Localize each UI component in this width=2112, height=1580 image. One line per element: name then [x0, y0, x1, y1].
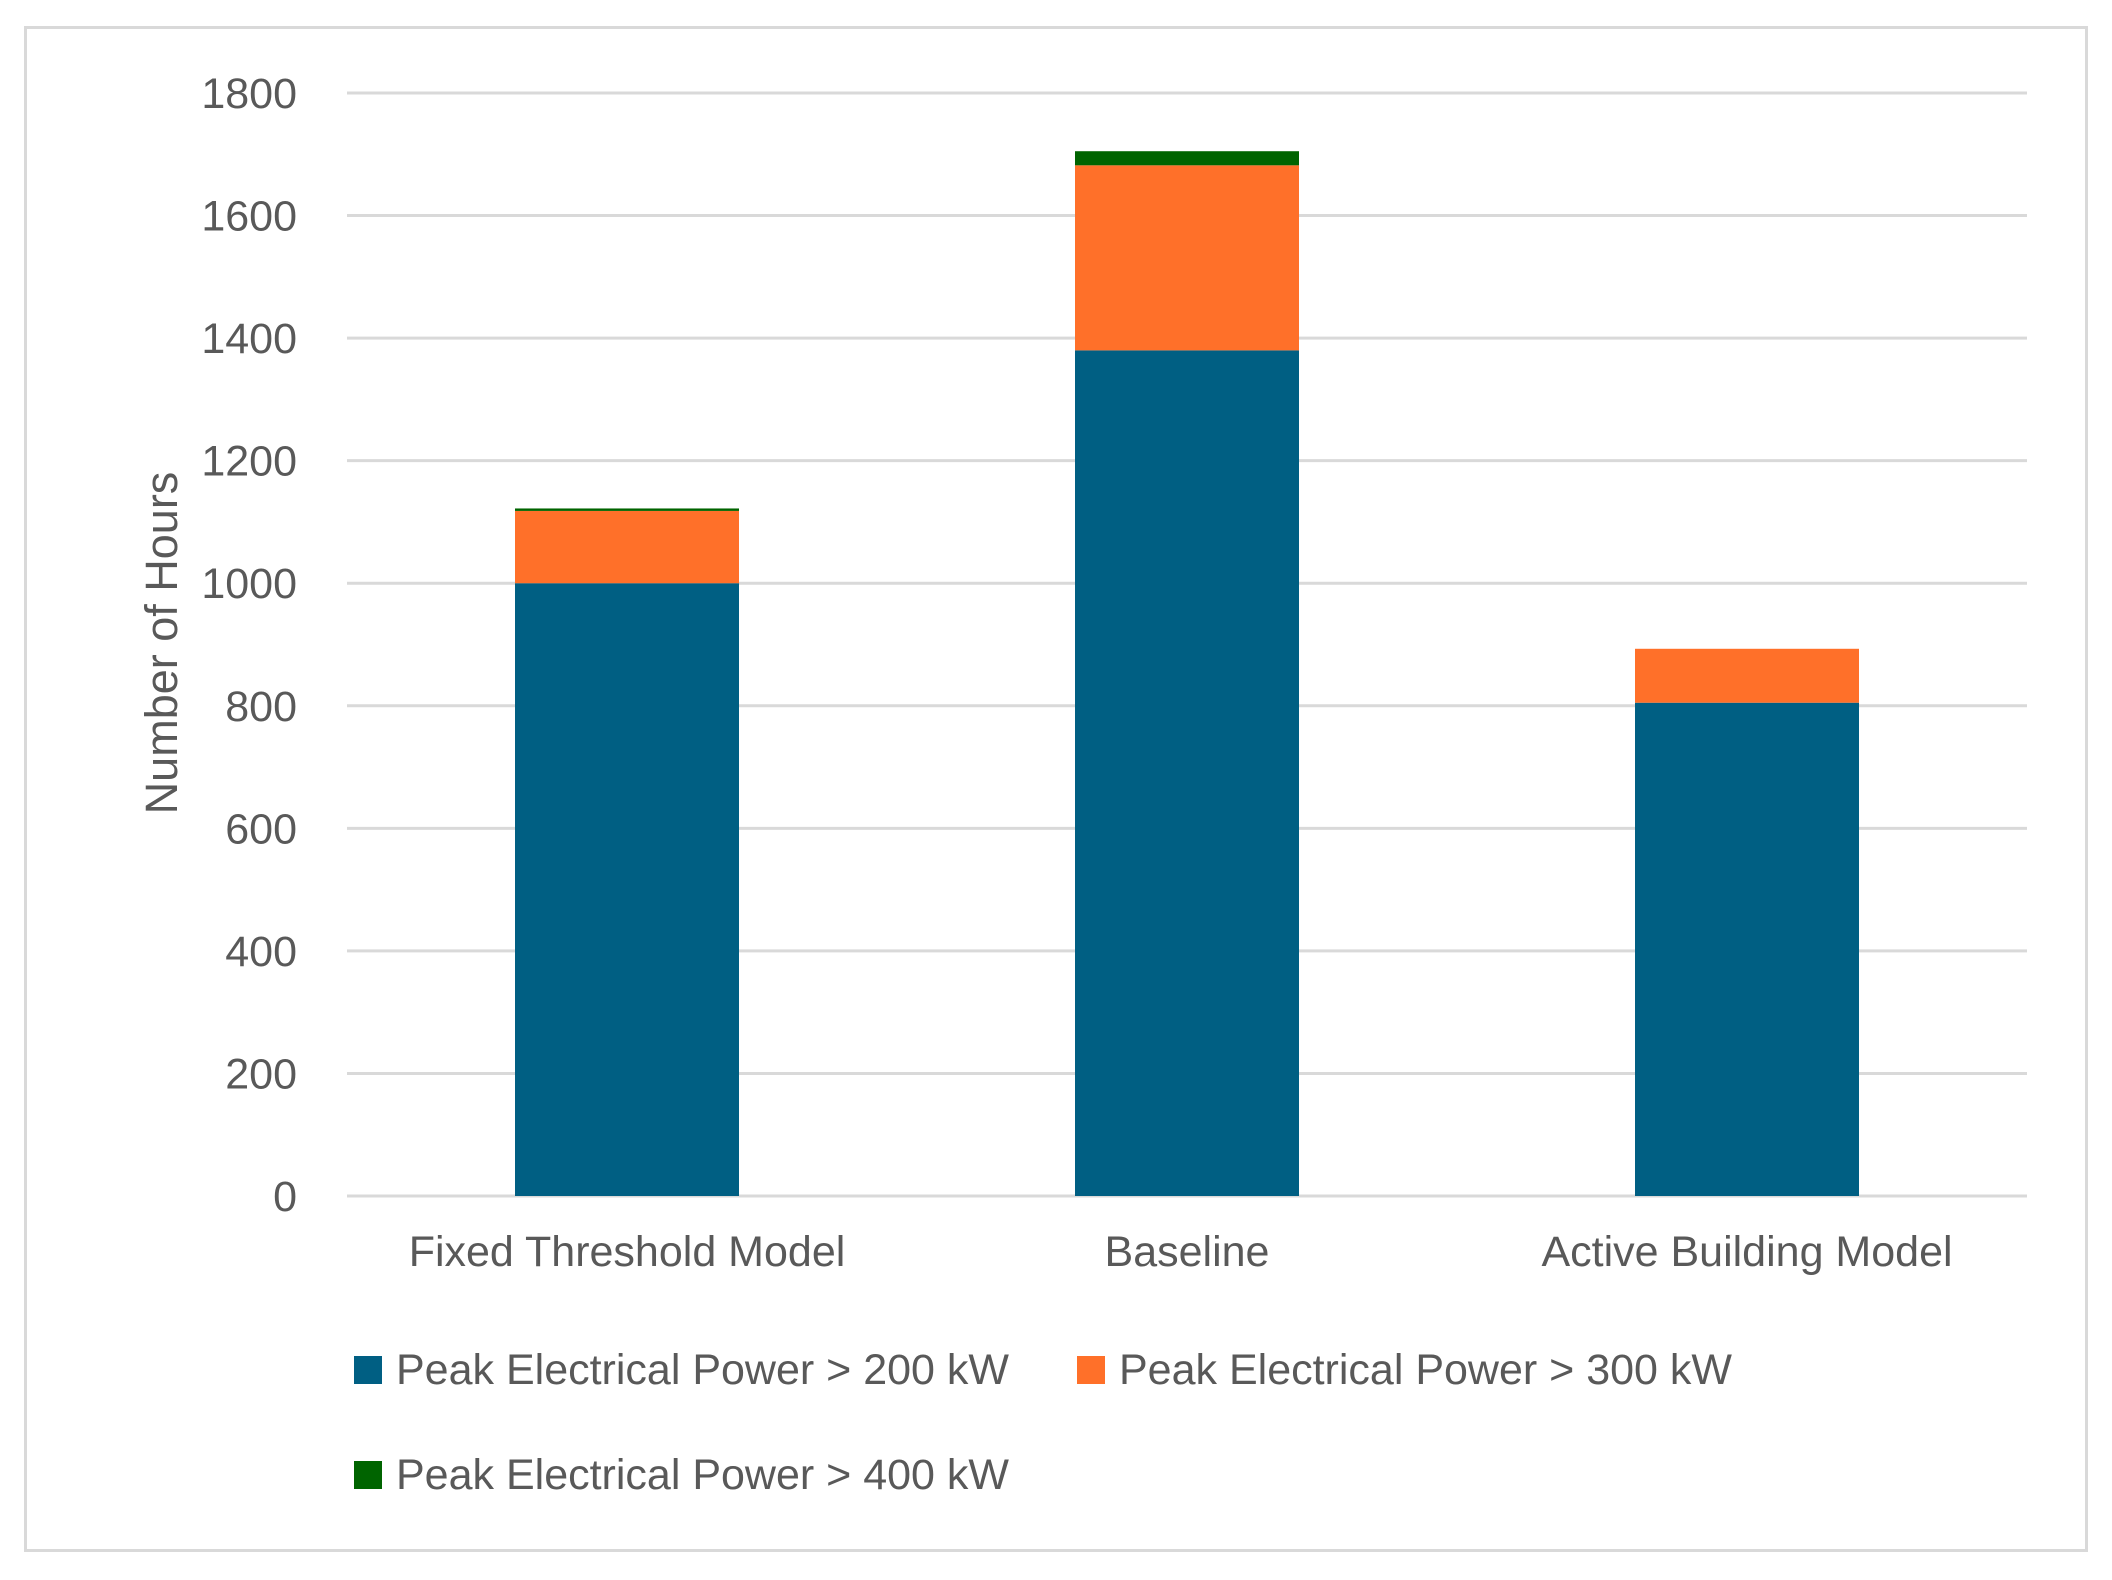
y-tick-label: 1800: [201, 70, 297, 118]
y-axis-ticks: 0 200 400 600 800 1000 1200 1400 1600 1800: [201, 70, 297, 1221]
legend-label: Peak Electrical Power > 300 kW: [1119, 1346, 1732, 1394]
y-tick-label: 600: [225, 805, 297, 853]
bar-active-building-model-peak-electrical-power-200-kw: [1635, 702, 1859, 1196]
y-tick-label: 1600: [201, 193, 297, 241]
y-axis-title: Number of Hours: [136, 472, 187, 815]
bar-fixed-threshold-model-peak-electrical-power-300-kw: [515, 510, 739, 584]
y-tick-label: 1400: [201, 315, 297, 363]
legend: Peak Electrical Power > 200 kW Peak Elect…: [354, 1346, 1732, 1499]
legend-swatch: [354, 1356, 382, 1384]
bar-baseline-peak-electrical-power-300-kw: [1075, 165, 1299, 351]
x-axis-categories: Fixed Threshold Model Baseline Active Buil…: [409, 1228, 1953, 1276]
y-tick-label: 400: [225, 928, 297, 976]
y-tick-label: 800: [225, 683, 297, 731]
chart-frame: 0 200 400 600 800 1000 1200 1400 1600 1800 Fixed …: [24, 26, 2088, 1552]
bar-active-building-model-peak-electrical-power-300-kw: [1635, 648, 1859, 703]
bars: [515, 151, 1859, 1196]
bar-baseline-peak-electrical-power-200-kw: [1075, 350, 1299, 1196]
legend-label: Peak Electrical Power > 400 kW: [396, 1451, 1009, 1499]
legend-swatch: [1077, 1356, 1105, 1384]
bar-fixed-threshold-model-peak-electrical-power-400-kw: [515, 508, 739, 511]
x-category-label: Baseline: [1105, 1228, 1270, 1276]
bar-fixed-threshold-model-peak-electrical-power-200-kw: [515, 583, 739, 1196]
y-tick-label: 0: [273, 1173, 297, 1221]
bar-baseline-peak-electrical-power-400-kw: [1075, 151, 1299, 166]
x-category-label: Fixed Threshold Model: [409, 1228, 846, 1276]
y-tick-label: 1000: [201, 560, 297, 608]
stacked-bar-chart: 0 200 400 600 800 1000 1200 1400 1600 1800 Fixed …: [136, 70, 2027, 1499]
legend-label: Peak Electrical Power > 200 kW: [396, 1346, 1009, 1394]
legend-swatch: [354, 1461, 382, 1489]
y-tick-label: 1200: [201, 438, 297, 486]
x-category-label: Active Building Model: [1541, 1228, 1952, 1276]
y-tick-label: 200: [225, 1050, 297, 1098]
